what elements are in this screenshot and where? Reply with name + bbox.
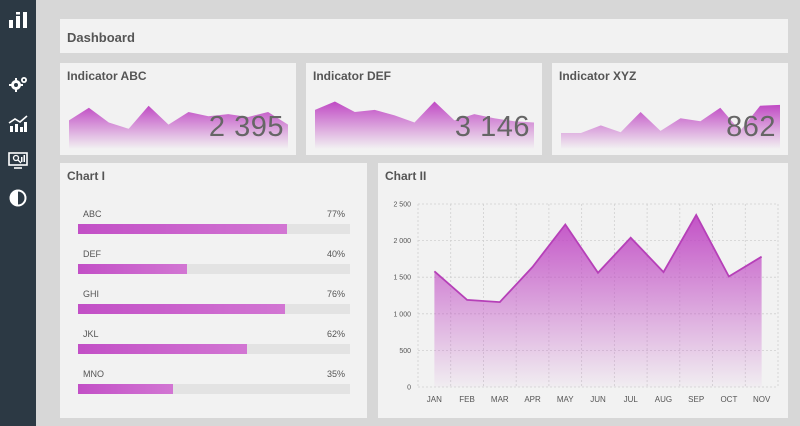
series-line [433, 213, 763, 304]
y-tick-label: 1 000 [393, 311, 411, 318]
x-tick-label: JUN [590, 395, 606, 404]
page-title: Dashboard [67, 30, 135, 45]
bar-track [78, 264, 350, 274]
bar-chart-logo-icon[interactable] [6, 9, 30, 31]
trend-chart-icon[interactable] [6, 113, 30, 135]
bar-track [78, 344, 350, 354]
bar-value-label: 77% [326, 209, 345, 219]
sparkline-abc [69, 105, 288, 149]
kpi-card-abc: Indicator ABC 2 395 [60, 63, 296, 155]
x-tick-label: NOV [753, 395, 771, 404]
presentation-icon[interactable] [6, 149, 30, 171]
x-tick-label: FEB [459, 395, 475, 404]
sparkline-area [69, 105, 288, 149]
area-chart: 0 500 1 000 1 500 2 000 2 500 JAN FEB MAR APR MAY J… [393, 202, 779, 404]
kpi-title: Indicator DEF [313, 69, 392, 83]
y-tick-label: 1 500 [393, 275, 411, 282]
x-tick-label: MAR [491, 395, 509, 404]
x-tick-label: APR [524, 395, 541, 404]
y-tick-label: 500 [399, 348, 411, 355]
bar-label: JKL [83, 329, 99, 339]
bar [78, 264, 187, 274]
area-fill [434, 215, 762, 387]
kpi-value: 862 [726, 111, 776, 143]
bar-value-label: 62% [326, 329, 345, 339]
kpi-value: 3 146 [454, 111, 530, 143]
contrast-icon[interactable] [6, 187, 30, 209]
bar-value-label: 35% [326, 369, 345, 379]
chart-i-panel: Chart I ABC 77% DEF 40% GHI 76% JKL 62% MNO 35% [60, 163, 367, 418]
chart-title: Chart I [67, 169, 106, 183]
y-tick-label: 2 000 [393, 238, 411, 245]
chart-title: Chart II [385, 169, 427, 183]
kpi-card-def: Indicator DEF 3 146 [306, 63, 542, 155]
kpi-card-xyz: Indicator XYZ 862 [552, 63, 788, 155]
sparkline-def [315, 101, 534, 149]
kpi-value: 2 395 [208, 111, 284, 143]
bar-label: ABC [83, 209, 102, 219]
x-tick-label: MAY [557, 395, 574, 404]
y-tick-label: 0 [407, 385, 411, 392]
x-tick-label: JUL [624, 395, 639, 404]
bar [78, 384, 174, 394]
bar-label: GHI [83, 289, 100, 299]
header-panel: Dashboard [60, 19, 788, 53]
sidebar [0, 0, 36, 426]
chart-ii-panel: Chart II 0 500 1 000 1 500 2 000 2 500 JAN FEB M… [378, 163, 788, 418]
bar [78, 304, 285, 314]
kpi-title: Indicator XYZ [559, 69, 637, 83]
x-tick-label: JAN [427, 395, 442, 404]
bar [78, 224, 288, 234]
gears-icon[interactable] [6, 73, 30, 95]
kpi-title: Indicator ABC [67, 69, 147, 83]
bar-track [78, 304, 350, 314]
bar-label: MNO [83, 369, 104, 379]
bar [78, 344, 247, 354]
x-tick-label: OCT [720, 395, 737, 404]
sparkline-area [315, 101, 534, 149]
y-tick-label: 2 500 [393, 202, 411, 209]
sparkline-area [561, 104, 780, 149]
x-tick-label: SEP [688, 395, 704, 404]
x-tick-label: AUG [655, 395, 672, 404]
bar-value-label: 40% [326, 249, 345, 259]
sparkline-xyz [561, 104, 780, 149]
bar-value-label: 76% [326, 289, 345, 299]
bar-label: DEF [83, 249, 101, 259]
bar-track [78, 224, 350, 234]
bar-track [78, 384, 350, 394]
